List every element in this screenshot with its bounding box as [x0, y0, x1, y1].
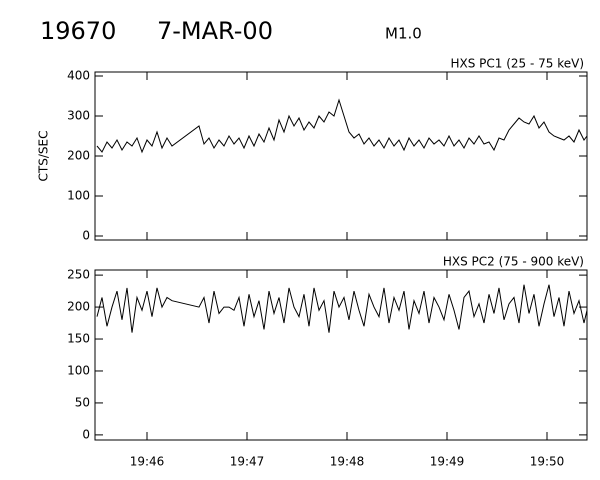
- x-tick-label: 19:47: [230, 455, 265, 469]
- y-tick-label: 0: [82, 427, 90, 441]
- y-tick-label: 100: [67, 189, 90, 203]
- panel-title: HXS PC2 (75 - 900 keV): [443, 255, 584, 269]
- event-date: 7-MAR-00: [157, 17, 273, 45]
- data-line: [96, 284, 588, 333]
- y-tick-label: 200: [67, 149, 90, 163]
- flare-class: M1.0: [385, 25, 422, 43]
- data-line: [96, 98, 588, 154]
- y-tick-label: 150: [67, 332, 90, 346]
- x-tick-label: 19:48: [330, 455, 365, 469]
- x-tick-label: 19:46: [130, 455, 165, 469]
- event-id: 19670: [40, 17, 116, 45]
- y-axis-label: CTS/SEC: [37, 131, 51, 182]
- plot-frame: [94, 71, 588, 241]
- y-tick-label: 400: [67, 69, 90, 83]
- y-tick-label: 50: [75, 395, 90, 409]
- panel-title: HXS PC1 (25 - 75 keV): [450, 57, 584, 71]
- y-tick-label: 200: [67, 300, 90, 314]
- y-tick-label: 300: [67, 109, 90, 123]
- y-tick-label: 250: [67, 268, 90, 282]
- y-tick-label: 0: [82, 229, 90, 243]
- x-tick-label: 19:50: [530, 455, 565, 469]
- y-tick-label: 100: [67, 363, 90, 377]
- plot-frame: [94, 269, 588, 441]
- x-tick-label: 19:49: [430, 455, 465, 469]
